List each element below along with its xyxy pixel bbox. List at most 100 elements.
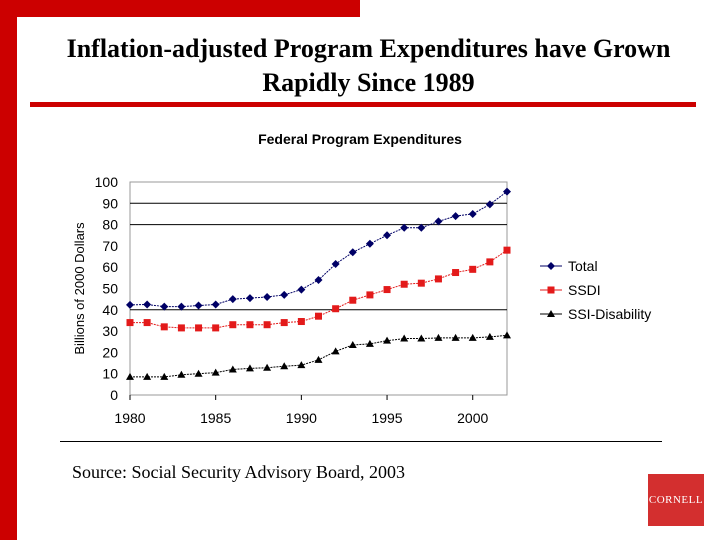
ssi-disability-point bbox=[280, 362, 289, 370]
y-tick-label: 100 bbox=[95, 174, 119, 190]
ssi-disability-point bbox=[194, 369, 203, 377]
ssi-disability-point bbox=[503, 331, 511, 339]
ssi-disability-point bbox=[314, 355, 323, 363]
ssdi-point bbox=[469, 265, 477, 273]
y-tick-label: 0 bbox=[110, 387, 118, 403]
x-tick-label: 1995 bbox=[371, 410, 402, 426]
total-point bbox=[211, 300, 220, 309]
ssi-disability-point bbox=[143, 372, 152, 380]
x-tick-label: 1980 bbox=[114, 410, 145, 426]
ssdi-point bbox=[229, 321, 237, 329]
total-point bbox=[365, 239, 374, 248]
y-axis-label: Billions of 2000 Dollars bbox=[72, 222, 87, 355]
plot-frame bbox=[129, 181, 508, 396]
y-tick-label: 90 bbox=[102, 195, 118, 211]
total-point bbox=[194, 301, 203, 310]
legend-label-ssi-disability: SSI-Disability bbox=[568, 306, 651, 322]
total-point bbox=[160, 302, 169, 311]
ssdi-point bbox=[332, 305, 340, 313]
legend-marker-ssdi bbox=[547, 286, 555, 294]
x-tick-label: 1985 bbox=[200, 410, 231, 426]
total-point bbox=[400, 223, 409, 232]
legend-label-total: Total bbox=[568, 258, 598, 274]
ssdi-point bbox=[246, 321, 254, 329]
ssi-disability-point bbox=[383, 336, 392, 344]
total-point bbox=[503, 187, 511, 196]
ssdi-point bbox=[297, 318, 305, 326]
ssdi-point bbox=[195, 324, 203, 332]
ssdi-point bbox=[280, 319, 288, 327]
ssi-disability-point bbox=[297, 361, 306, 369]
total-point bbox=[348, 248, 357, 257]
legend-label-ssdi: SSDI bbox=[568, 282, 601, 298]
ssi-disability-point bbox=[160, 372, 169, 380]
ssdi-point bbox=[486, 258, 494, 266]
title-line-2: Rapidly Since 1989 bbox=[262, 68, 475, 97]
top-accent-bar bbox=[0, 0, 360, 17]
ssdi-point bbox=[383, 286, 391, 294]
total-point bbox=[451, 212, 460, 221]
y-tick-label: 30 bbox=[102, 323, 118, 339]
total-point bbox=[314, 275, 323, 284]
total-point bbox=[245, 294, 254, 303]
ssdi-point bbox=[434, 275, 442, 283]
y-tick-label: 20 bbox=[102, 344, 118, 360]
ssdi-point bbox=[503, 246, 511, 254]
ssi-disability-point bbox=[365, 339, 374, 347]
ssdi-point bbox=[400, 280, 408, 288]
ssi-disability-point bbox=[485, 332, 494, 340]
title-divider bbox=[30, 102, 696, 107]
ssdi-point bbox=[417, 279, 425, 287]
total-point bbox=[485, 200, 494, 209]
ssdi-point bbox=[349, 296, 357, 304]
total-point bbox=[126, 300, 134, 309]
total-point bbox=[417, 223, 426, 232]
ssdi-point bbox=[212, 324, 220, 332]
total-point bbox=[383, 231, 392, 240]
ssdi-point bbox=[452, 269, 460, 277]
y-tick-label: 50 bbox=[102, 281, 118, 297]
total-point bbox=[297, 285, 306, 294]
total-point bbox=[177, 302, 186, 311]
ssi-disability-point bbox=[126, 372, 134, 380]
ssi-disability-point bbox=[434, 333, 443, 341]
ssdi-point bbox=[366, 291, 374, 299]
source-divider bbox=[60, 441, 662, 442]
y-tick-label: 40 bbox=[102, 302, 118, 318]
title-line-1: Inflation-adjusted Program Expenditures … bbox=[66, 34, 671, 63]
ssi-disability-point bbox=[348, 340, 357, 348]
ssi-disability-point bbox=[400, 334, 409, 342]
y-tick-label: 70 bbox=[102, 238, 118, 254]
cornell-logo: CORNELL bbox=[648, 474, 704, 526]
ssi-disability-point bbox=[177, 370, 186, 378]
ssi-disability-point bbox=[245, 364, 254, 372]
ssi-disability-point bbox=[263, 363, 272, 371]
ssdi-point bbox=[177, 324, 185, 332]
source-text: Source: Social Security Advisory Board, … bbox=[72, 462, 405, 482]
x-tick-label: 1990 bbox=[286, 410, 317, 426]
total-point bbox=[228, 295, 237, 304]
ssi-disability-point bbox=[451, 333, 460, 341]
ssdi-point bbox=[143, 319, 151, 327]
x-tick-label: 2000 bbox=[457, 410, 488, 426]
ssi-disability-point bbox=[228, 365, 237, 373]
y-tick-label: 60 bbox=[102, 259, 118, 275]
total-point bbox=[331, 260, 340, 269]
ssi-disability-point bbox=[331, 347, 340, 355]
total-point bbox=[468, 209, 477, 218]
y-tick-label: 80 bbox=[102, 217, 118, 233]
total-point bbox=[434, 217, 443, 226]
ssi-disability-point bbox=[417, 334, 426, 342]
legend-marker-ssi-disability bbox=[547, 310, 555, 317]
ssdi-point bbox=[160, 323, 168, 331]
ssdi-point bbox=[263, 321, 271, 329]
ssdi-point bbox=[126, 319, 134, 327]
ssi-disability-point bbox=[211, 368, 220, 376]
chart-title: Federal Program Expenditures bbox=[258, 131, 462, 147]
slide-title: Inflation-adjusted Program Expenditures … bbox=[17, 32, 720, 100]
ssdi-point bbox=[315, 312, 322, 320]
total-line bbox=[129, 191, 508, 308]
side-accent-bar bbox=[0, 0, 17, 540]
total-point bbox=[143, 300, 152, 309]
